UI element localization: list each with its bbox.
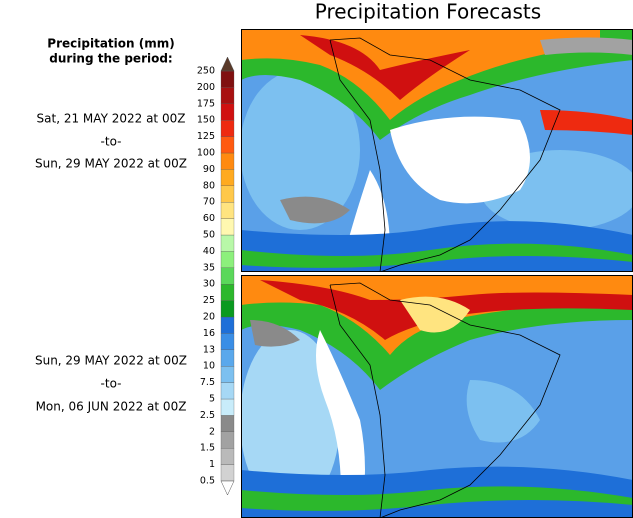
legend-title: Precipitation (mm) [47,37,174,51]
colorbar-tick-label: 250 [197,66,215,77]
colorbar-under [220,480,235,496]
colorbar-tick-label: 1 [209,459,215,470]
colorbar-tick-label: 70 [203,197,215,208]
colorbar-segment [220,431,235,449]
colorbar-over [220,56,235,72]
title: Precipitation Forecasts [315,0,541,24]
colorbar-segment [220,284,235,301]
colorbar-segment [220,120,235,137]
colorbar-tick-label: 20 [203,312,215,323]
period-end: Sun, 29 MAY 2022 at 00Z [35,157,187,171]
colorbar-tick-label: 50 [203,230,215,241]
colorbar-tick-label: 30 [203,279,215,290]
colorbar-segment [220,185,235,203]
colorbar-segment [220,267,235,285]
colorbar-segment [220,316,235,334]
map [241,275,633,518]
colorbar-tick-label: 80 [203,180,215,191]
period-sep: -to- [101,377,122,391]
colorbar-segment [220,382,235,400]
colorbar-segment [220,136,235,154]
period-start: Sun, 29 MAY 2022 at 00Z [35,354,187,368]
colorbar-tick-label: 16 [203,328,215,339]
colorbar-tick-label: 35 [203,262,215,273]
colorbar-segment [220,234,235,252]
colorbar-tick-label: 7.5 [200,377,215,388]
map [241,29,633,272]
colorbar-tick-label: 150 [197,115,215,126]
colorbar-segment [220,169,235,186]
colorbar-tick-label: 13 [203,344,215,355]
colorbar-segment [220,333,235,350]
colorbar-segment [220,251,235,268]
colorbar-segment [220,366,235,383]
period-sep: -to- [101,135,122,149]
colorbar-tick-label: 40 [203,246,215,257]
colorbar-segment [220,448,235,465]
colorbar-tick-label: 2.5 [200,410,215,421]
colorbar-tick-label: 60 [203,213,215,224]
colorbar-tick-label: 1.5 [200,443,215,454]
colorbar-segment [220,464,235,482]
colorbar-tick-label: 100 [197,148,215,159]
colorbar-segment [220,87,235,104]
legend-title: during the period: [49,52,172,66]
colorbar-tick-label: 90 [203,164,215,175]
colorbar-tick-label: 10 [203,361,215,372]
colorbar-tick-label: 200 [197,82,215,93]
colorbar-segment [220,398,235,416]
colorbar-tick-label: 0.5 [200,476,215,487]
colorbar-tick-label: 5 [209,394,215,405]
colorbar-segment [220,218,235,236]
colorbar-segment [220,103,235,121]
colorbar-tick-label: 125 [197,131,215,142]
colorbar-tick-label: 2 [209,426,215,437]
colorbar-tick-label: 25 [203,295,215,306]
period-start: Sat, 21 MAY 2022 at 00Z [37,112,186,126]
colorbar-segment [220,415,235,432]
colorbar-tick-label: 175 [197,98,215,109]
period-end: Mon, 06 JUN 2022 at 00Z [36,400,187,414]
colorbar-segment [220,300,235,318]
colorbar-segment [220,70,235,88]
colorbar-segment [220,202,235,219]
colorbar-segment [220,152,235,170]
colorbar-segment [220,349,235,367]
